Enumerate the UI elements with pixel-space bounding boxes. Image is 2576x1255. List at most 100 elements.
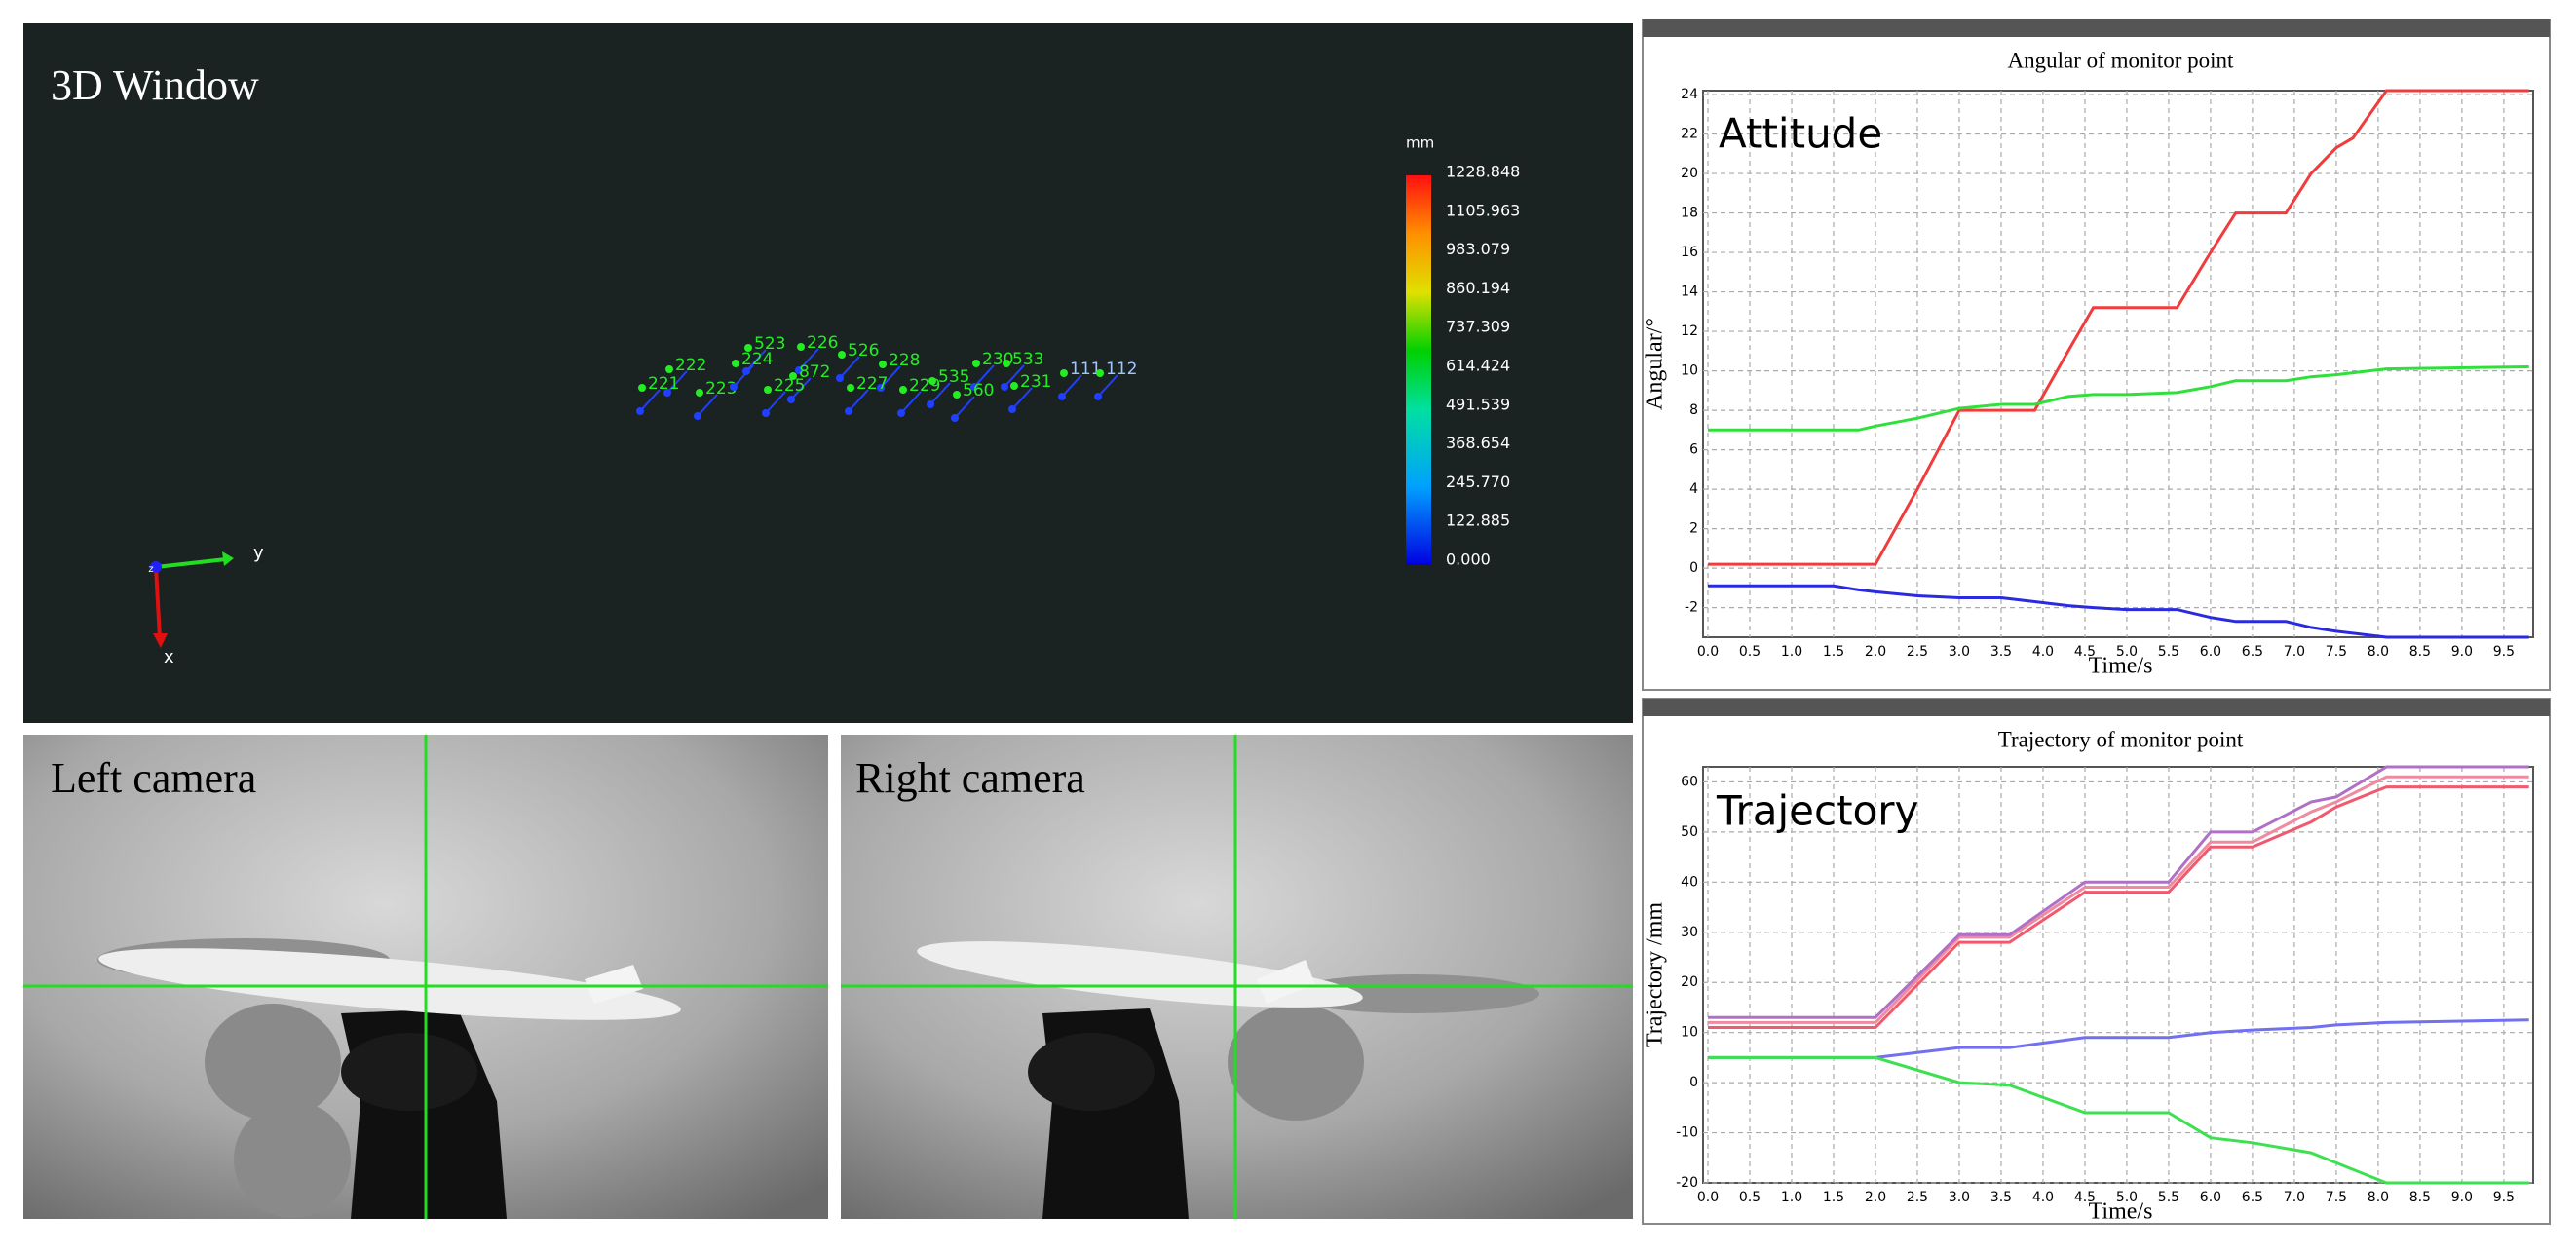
x-tick-label: 1.5 <box>1823 1190 1844 1205</box>
point-label: 523 <box>754 334 785 354</box>
point <box>789 372 797 380</box>
point <box>744 344 752 352</box>
point-vector <box>880 365 901 389</box>
x-tick-label: 2.5 <box>1907 644 1928 660</box>
colorbar-label: 368.654 <box>1446 434 1510 452</box>
colorbar-label: 860.194 <box>1446 279 1510 297</box>
x-tick-label: 3.0 <box>1949 644 1970 660</box>
chart: Angular of monitor point-202468101214161… <box>1642 19 2551 691</box>
x-tick-label: 3.5 <box>1990 644 2012 660</box>
point-blue <box>762 409 770 417</box>
point-vector <box>666 370 688 394</box>
camera-title: Right camera <box>855 754 1085 802</box>
colorbar-unit: mm <box>1406 134 1434 152</box>
series-line <box>1708 365 2529 432</box>
point-vector <box>848 389 869 412</box>
point-blue <box>795 366 803 374</box>
chart-title: Angular of monitor point <box>2008 48 2234 72</box>
point-blue <box>845 407 852 415</box>
axis-gizmo: y x z <box>148 543 264 667</box>
x-tick-label: 8.0 <box>2368 1190 2389 1205</box>
point-label: 533 <box>1012 350 1043 369</box>
point-label: 222 <box>675 356 706 375</box>
x-tick-label: 0.0 <box>1697 644 1719 660</box>
series-line <box>1708 765 2529 1019</box>
point-label: 223 <box>705 379 737 399</box>
x-tick-label: 5.0 <box>2116 1190 2138 1205</box>
y-tick-label: 10 <box>1681 1025 1698 1041</box>
chart-header <box>1643 699 2550 716</box>
x-tick-label: 0.0 <box>1697 1190 1719 1205</box>
point <box>847 384 854 392</box>
x-tick-label: 9.0 <box>2451 1190 2473 1205</box>
gizmo-x-head <box>153 633 168 648</box>
point <box>1003 360 1010 367</box>
gizmo-x <box>154 566 162 639</box>
camera-title: Left camera <box>51 754 256 802</box>
x-tick-label: 8.5 <box>2409 1190 2431 1205</box>
point-blue <box>1001 383 1008 391</box>
x-tick-label: 9.5 <box>2493 644 2515 660</box>
gizmo-label: x <box>164 647 174 667</box>
view3d-panel <box>23 23 1633 723</box>
point-label: 231 <box>1020 372 1051 392</box>
point-blue <box>730 383 738 391</box>
x-tick-label: 7.5 <box>2326 1190 2347 1205</box>
colorbar-label: 737.309 <box>1446 318 1510 336</box>
x-tick-label: 5.5 <box>2158 644 2179 660</box>
point-blue <box>787 396 795 403</box>
chart: Trajectory of monitor point -20 -10 0 10 20 30… <box>1642 698 2551 1225</box>
y-axis-label: Angular/° <box>1643 318 1668 410</box>
tripod-head <box>1028 1033 1155 1111</box>
x-tick-label: 7.0 <box>2284 644 2305 660</box>
point-vector <box>1004 364 1025 388</box>
y-tick-label: 12 <box>1681 323 1698 339</box>
airplane <box>917 941 1363 1008</box>
point-label: 227 <box>856 374 888 394</box>
point <box>928 377 936 385</box>
point-label: 226 <box>807 333 838 353</box>
point-label: 225 <box>774 376 805 396</box>
airplane-tail <box>585 965 643 1004</box>
series-line <box>1708 89 2529 566</box>
point-label: 224 <box>741 350 773 369</box>
shadow <box>205 1004 341 1121</box>
x-tick-label: 7.0 <box>2284 1190 2305 1205</box>
colorbar-label: 1105.963 <box>1446 201 1520 219</box>
shadow <box>234 1101 351 1218</box>
y-tick-label: 24 <box>1681 87 1698 102</box>
point-blue <box>1008 405 1016 413</box>
y-tick-label: 2 <box>1689 521 1698 537</box>
series-line <box>1708 775 2529 1024</box>
x-tick-label: 6.0 <box>2200 1190 2221 1205</box>
point-vector <box>639 389 661 412</box>
point-vector <box>929 382 951 405</box>
x-tick-label: 2.0 <box>1865 1190 1886 1205</box>
point-label: 111 <box>1070 360 1101 379</box>
x-tick-label: 8.5 <box>2409 644 2431 660</box>
point <box>1096 369 1104 377</box>
y-tick-label: 20 <box>1681 974 1698 990</box>
x-tick-label: 5.0 <box>2116 644 2138 660</box>
tripod-head <box>341 1033 477 1111</box>
point <box>838 351 846 359</box>
series-line <box>1708 584 2529 639</box>
point-blue <box>877 384 885 392</box>
colorbar-label: 0.000 <box>1446 551 1491 569</box>
point-vector <box>954 396 975 419</box>
point-blue <box>694 412 701 420</box>
y-tick-label: 14 <box>1681 285 1698 300</box>
point-vector <box>697 394 718 417</box>
colorbar-label: 245.770 <box>1446 473 1510 491</box>
gizmo-origin <box>150 561 162 573</box>
colorbar-label: 1228.848 <box>1446 163 1520 181</box>
point-label: 221 <box>648 374 679 394</box>
x-tick-label: 6.5 <box>2242 1190 2263 1205</box>
y-tick-label: -2 <box>1685 600 1698 616</box>
y-axis-label: Trajectory /mm <box>1643 902 1668 1047</box>
point-blue <box>927 400 934 408</box>
point-vector <box>1011 387 1033 410</box>
x-tick-label: 2.5 <box>1907 1190 1928 1205</box>
annotation: Trajectory <box>1716 787 1918 835</box>
